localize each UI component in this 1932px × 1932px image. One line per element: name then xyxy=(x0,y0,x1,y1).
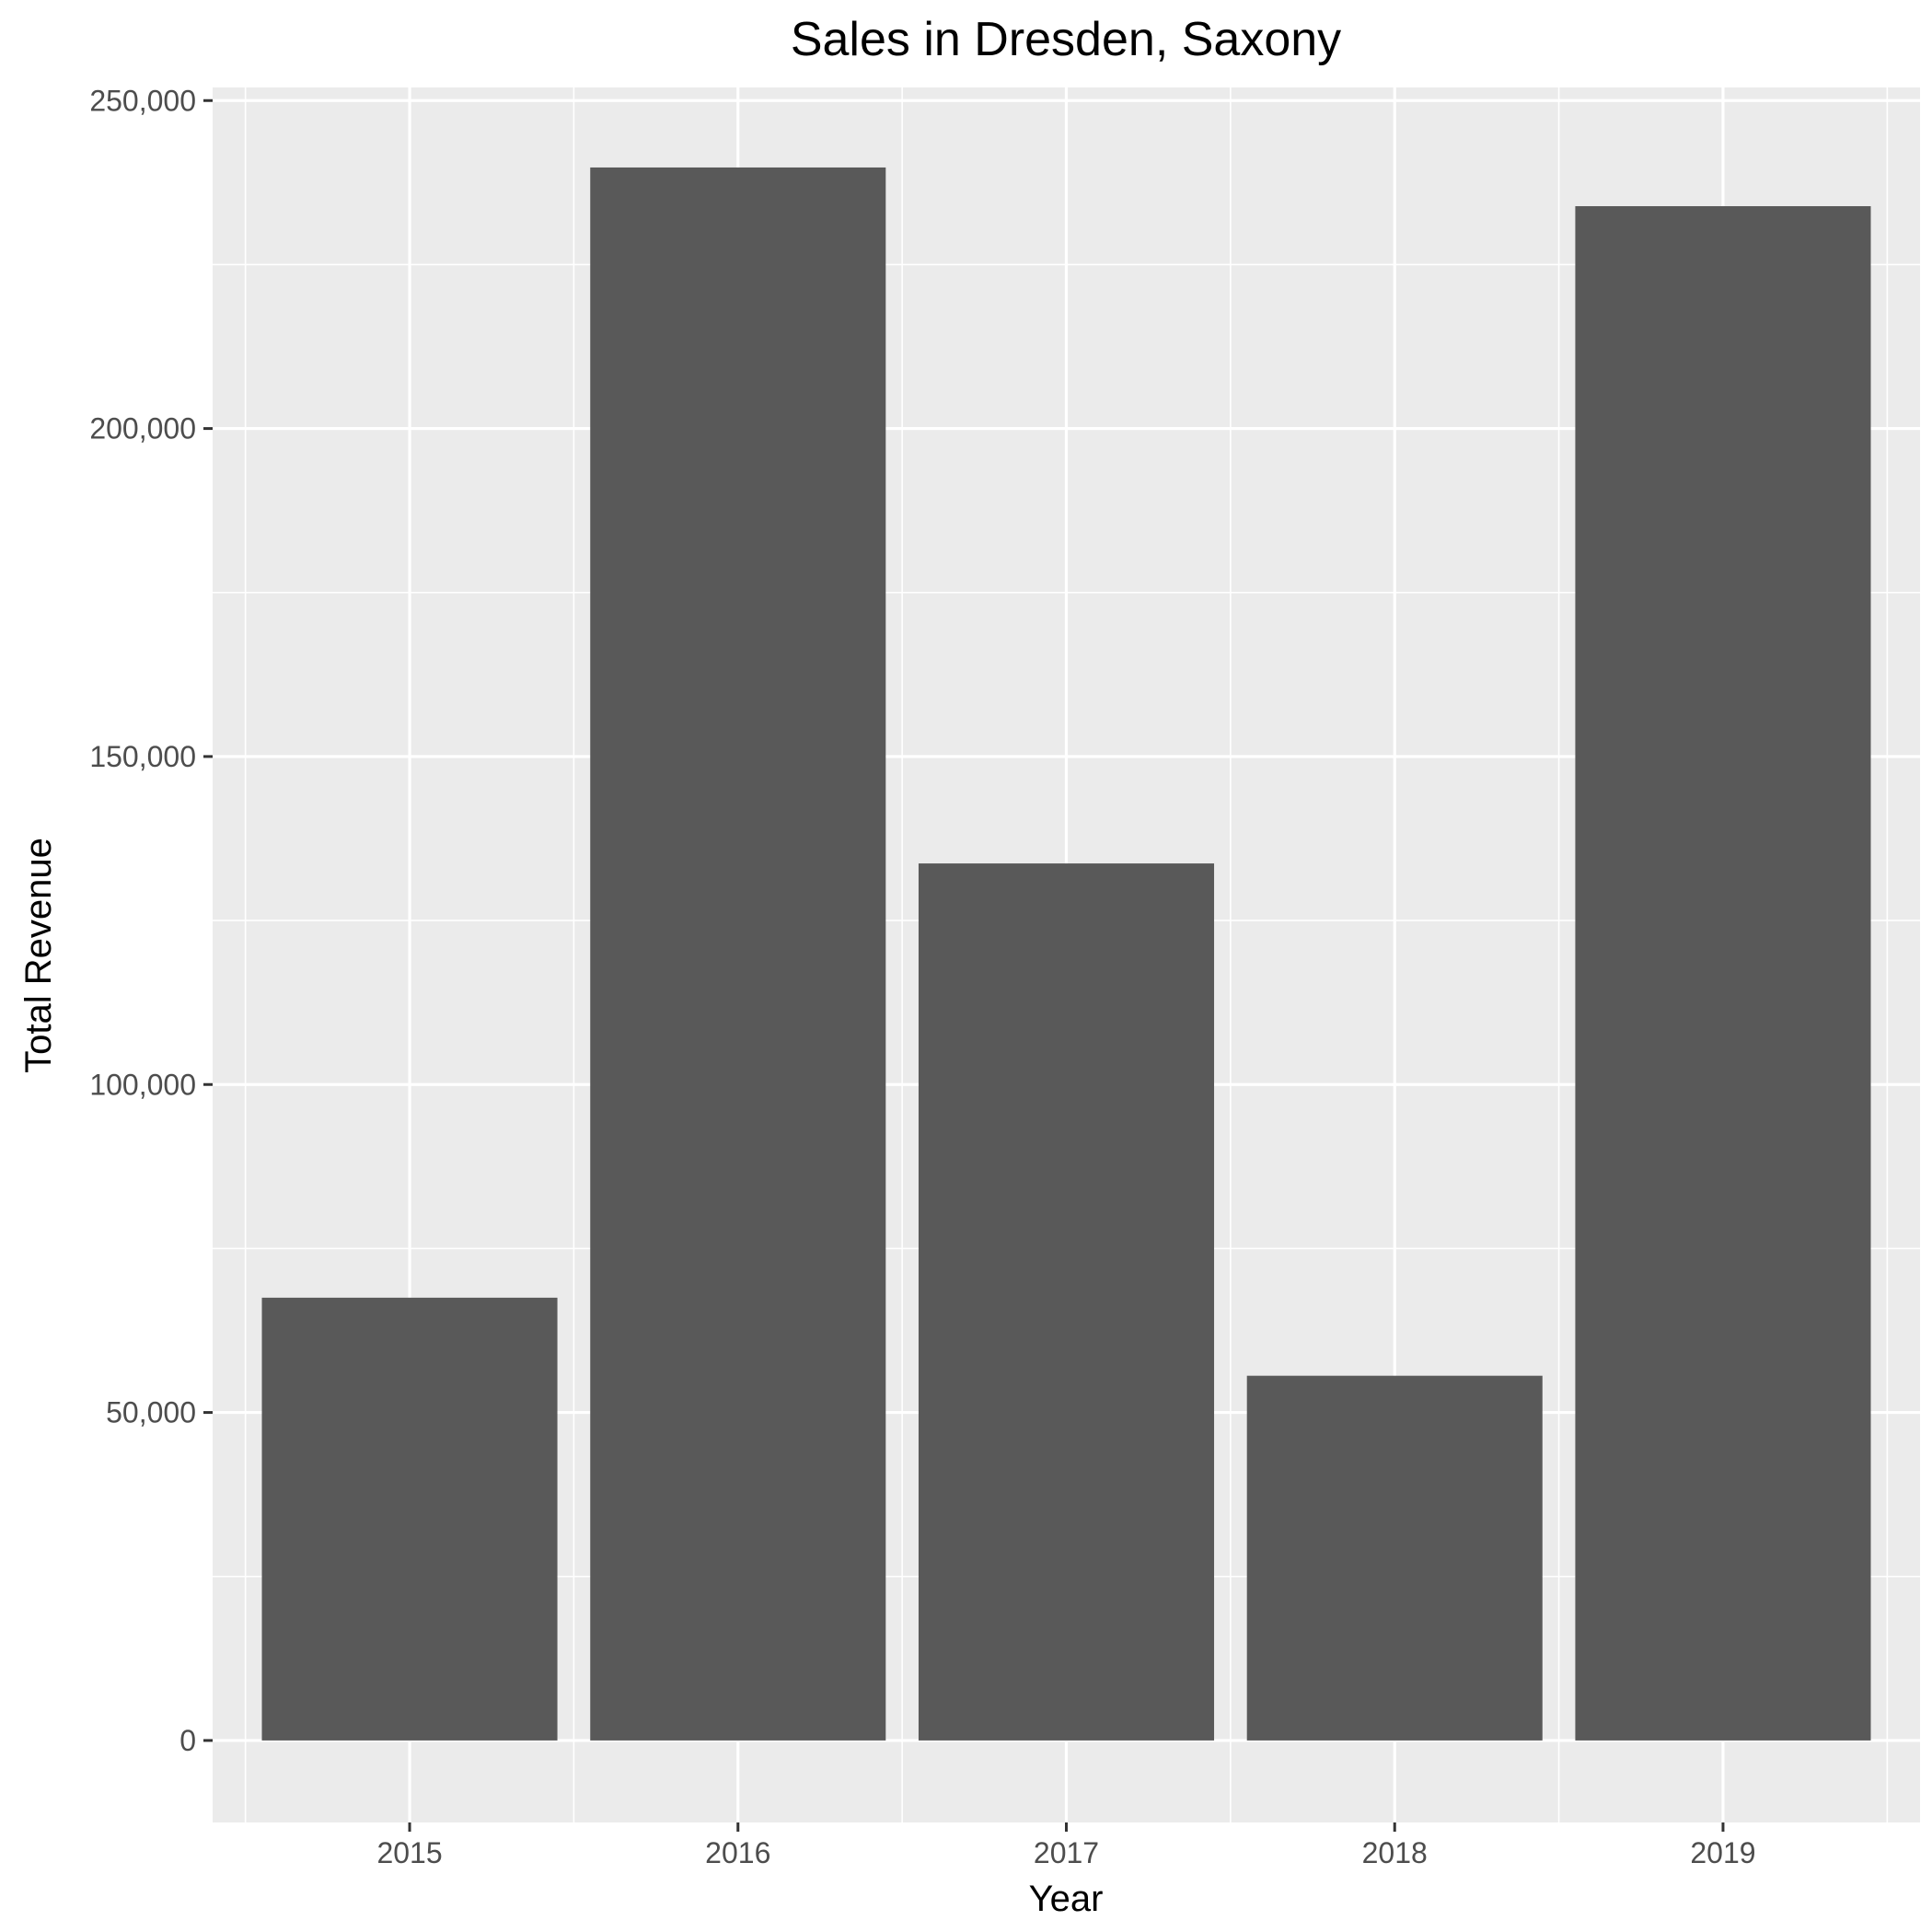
y-tick-label: 200,000 xyxy=(89,412,196,445)
x-tick-label: 2017 xyxy=(1034,1836,1099,1869)
x-tick-label: 2019 xyxy=(1690,1836,1755,1869)
y-tick-label: 0 xyxy=(179,1724,196,1757)
bar-2017 xyxy=(918,863,1215,1741)
y-tick-label: 250,000 xyxy=(89,84,196,117)
y-axis-title: Total Revenue xyxy=(18,838,59,1073)
bars xyxy=(261,167,1871,1741)
y-axis: 0 50,000 100,000 150,000 200,000 250,000 xyxy=(89,84,213,1757)
y-tick-label: 100,000 xyxy=(89,1068,196,1101)
bar-2019 xyxy=(1575,205,1871,1741)
bar-2015 xyxy=(261,1297,558,1741)
bar-2018 xyxy=(1246,1375,1543,1741)
bar-2016 xyxy=(590,167,886,1741)
chart-title: Sales in Dresden, Saxony xyxy=(791,13,1341,66)
x-tick-label: 2015 xyxy=(376,1836,442,1869)
x-tick-label: 2016 xyxy=(705,1836,770,1869)
x-axis-title: Year xyxy=(1029,1879,1104,1919)
x-axis: 2015 2016 2017 2018 2019 xyxy=(376,1822,1756,1869)
y-tick-label: 150,000 xyxy=(89,740,196,773)
y-tick-label: 50,000 xyxy=(106,1396,196,1429)
x-tick-label: 2018 xyxy=(1362,1836,1428,1869)
